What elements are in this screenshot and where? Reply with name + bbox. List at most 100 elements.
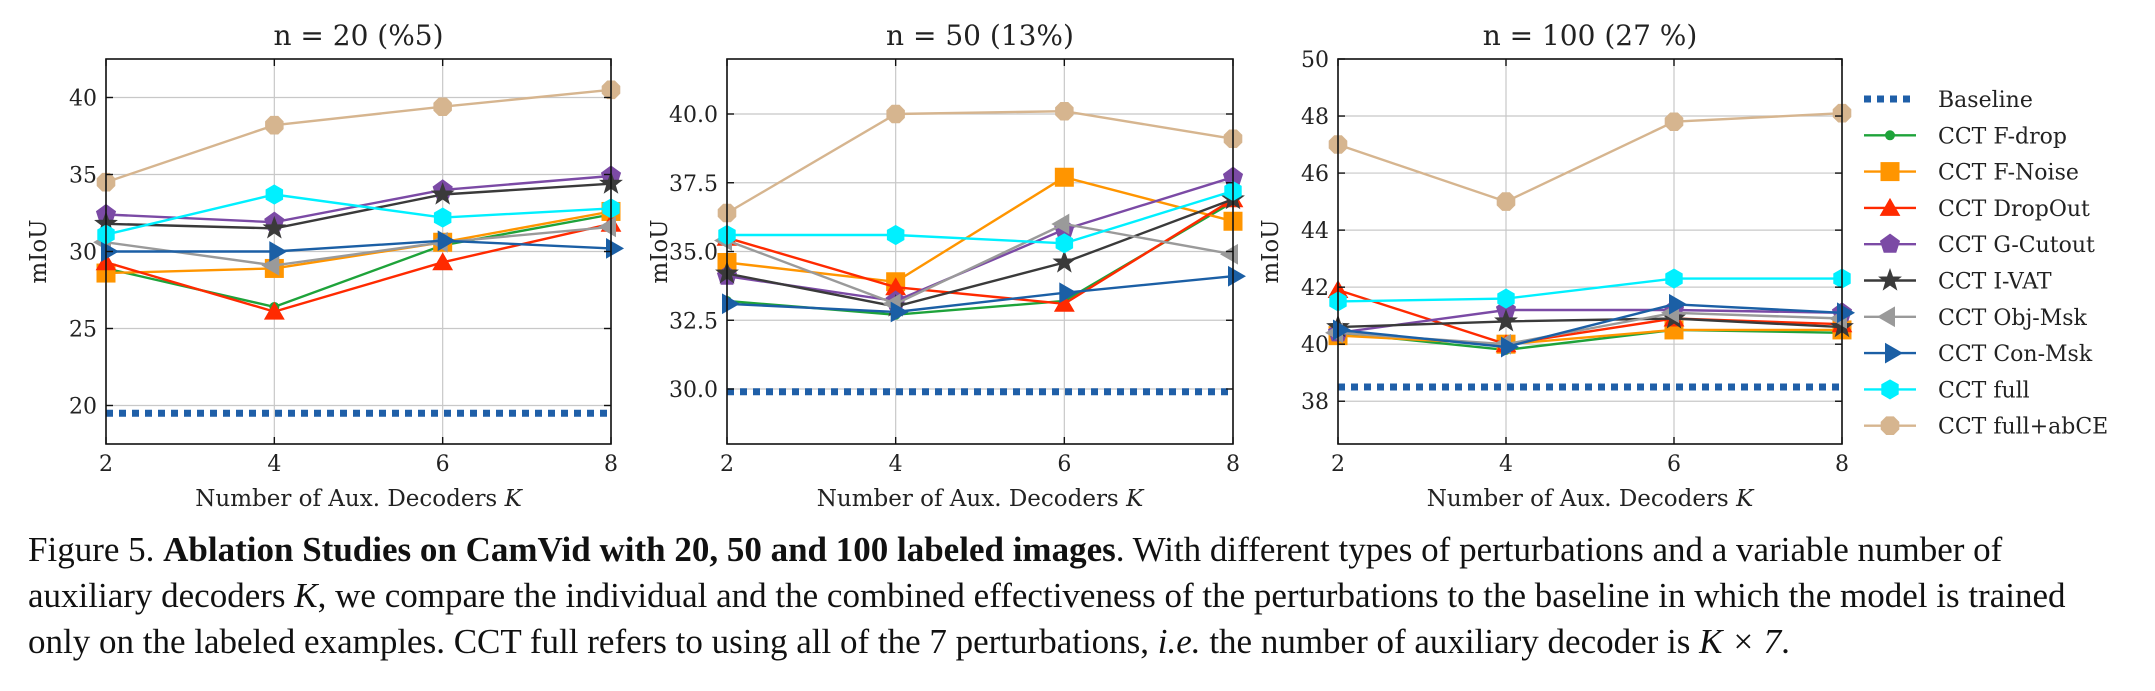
legend: Baseline CCT F-drop CCT F-Noise CCT DropOut… [1864,88,2108,440]
legend-marker [1878,267,1902,291]
series-line [726,176,1234,303]
legend-label: CCT full+abCE [1938,415,2108,440]
legend-item-baseline: Baseline [1864,88,2033,113]
x-axis-label-text: Number of Aux. Decoders [817,486,1126,512]
data-point [1664,112,1684,131]
series-line [105,222,612,313]
legend-label: CCT Con-Msk [1938,342,2093,367]
x-axis-label-text: Number of Aux. Decoders [1427,486,1736,512]
caption-var-k: K [294,576,318,615]
data-point [262,215,287,239]
caption-ie: i.e. [1157,622,1201,661]
series-line [1337,328,1843,352]
x-axis-label-var: K [1125,486,1145,512]
data-point [1665,268,1683,289]
series-line [1337,308,1843,334]
legend-item-cct-dropout: CCT DropOut [1864,197,2090,222]
legend-item-cct-full: CCT full [1864,378,2030,403]
x-axis-label-text: Number of Aux. Decoders [195,486,504,512]
data-point [1494,308,1518,332]
series-cct-f-noise [96,201,621,283]
x-tick-label: 2 [720,452,734,477]
series-line [105,174,612,224]
caption-text-3: the number of auxiliary decoder is [1200,622,1700,661]
series-line [1337,317,1843,329]
legend-item-cct-f-drop: CCT F-drop [1864,124,2067,149]
series-cct-con-msk [722,265,1246,323]
series-line [105,88,612,184]
series-line [106,239,612,253]
x-tick-label: 8 [1226,452,1240,477]
y-tick-label: 30 [69,241,97,266]
series-cct-obj-msk [713,213,1238,315]
y-tick-label: 37.5 [669,172,718,197]
data-point [1054,167,1074,187]
series-cct-full-abce [1328,103,1852,211]
legend-label: CCT Obj-Msk [1938,306,2088,331]
y-tick-label: 40.0 [669,103,718,128]
caption-formula: K × 7 [1699,622,1782,661]
figure-caption: Figure 5. Ablation Studies on CamVid wit… [28,527,2133,665]
caption-text-2: , we compare the individual and the comb… [28,576,2066,661]
x-tick-label: 8 [604,452,618,477]
legend-label: CCT full [1938,378,2030,403]
data-point [263,301,285,320]
data-point [265,115,284,135]
data-point [437,230,456,252]
caption-bold-title: Ablation Studies on CamVid with 20, 50 a… [163,530,1116,569]
data-point [886,104,905,124]
y-tick-label: 30.0 [669,378,718,403]
panel-2: 30.0 32.5 35.0 37.5 40.0 2 4 6 8 n = 50 (13%) Numb… [647,19,1246,512]
y-tick-label: 25 [69,318,97,343]
series-line [726,198,1234,306]
series-line [1337,328,1842,346]
data-point [1055,102,1074,121]
data-point [1220,243,1238,265]
series-line [1337,303,1843,349]
series-cct-g-cutout [95,165,622,231]
series-line [105,225,612,267]
data-point [1496,192,1516,211]
caption-label: Figure 5. [28,530,155,569]
data-point [269,241,288,262]
legend-label: Baseline [1938,88,2033,113]
data-point [1051,213,1070,235]
legend-label: CCT F-Noise [1938,161,2079,186]
data-point [1052,250,1077,273]
x-tick-label: 6 [1057,452,1071,477]
data-point [890,301,909,323]
x-tick-label: 4 [267,452,281,477]
series-line [726,198,1234,308]
series-cct-dropout [716,189,1244,312]
data-point [265,184,284,205]
x-tick-label: 2 [99,452,113,477]
series-line [105,213,612,309]
legend-item-cct-obj-msk: CCT Obj-Msk [1864,306,2088,331]
legend-label: CCT F-drop [1938,124,2067,149]
series-cct-full [1329,268,1851,312]
x-tick-label: 8 [1835,452,1849,477]
legend-marker [1880,416,1900,435]
series-line [1337,288,1843,346]
series-line [1337,112,1843,203]
y-tick-label: 38 [1301,390,1329,415]
data-point [1501,336,1519,358]
data-point [1228,265,1246,287]
caption-end: . [1781,622,1790,661]
legend-label: CCT DropOut [1938,197,2090,222]
y-tick-label: 50 [1301,48,1329,73]
legend-item-cct-f-noise: CCT F-Noise [1864,161,2079,186]
y-tick-label: 32.5 [669,309,718,334]
x-axis-label-var: K [1735,486,1755,512]
data-point [722,293,740,315]
legend-marker [1879,197,1901,216]
data-point [1669,293,1687,315]
y-tick-label: 35 [69,164,97,189]
series-cct-full-abce [96,80,621,192]
y-tick-label: 46 [1301,162,1329,187]
x-axis-label: Number of Aux. Decoders K [1427,486,1755,512]
series-line [726,222,1234,306]
legend-label: CCT I-VAT [1938,270,2052,295]
data-point [433,97,452,116]
